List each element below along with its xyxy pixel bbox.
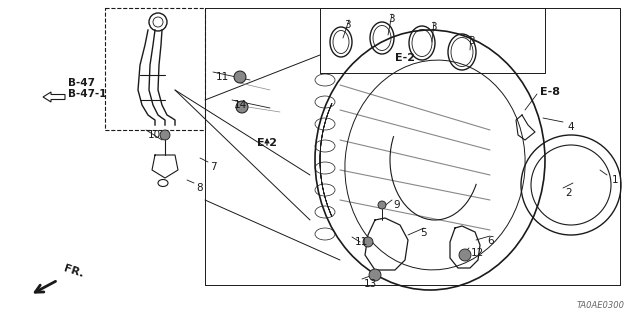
Text: 3: 3 [430,22,436,32]
Text: 3: 3 [388,14,395,24]
Text: 11: 11 [355,237,368,247]
Text: 3: 3 [468,36,475,46]
Text: 8: 8 [196,183,203,193]
Text: FR.: FR. [62,263,84,279]
Circle shape [234,71,246,83]
Text: 3: 3 [344,20,351,30]
Circle shape [160,130,170,140]
Text: B-47-1: B-47-1 [68,89,106,99]
Circle shape [363,237,373,247]
Text: 10: 10 [148,130,161,140]
Text: 6: 6 [487,236,493,246]
FancyArrow shape [43,92,65,102]
Text: 5: 5 [420,228,427,238]
Circle shape [378,201,386,209]
Text: 11: 11 [216,72,229,82]
Text: B-47: B-47 [68,78,95,88]
Text: 7: 7 [210,162,216,172]
Circle shape [459,249,471,261]
Text: E-8: E-8 [540,87,560,97]
Text: E-2: E-2 [395,53,415,63]
Text: E-2: E-2 [257,138,277,148]
Text: 14: 14 [234,100,247,110]
Circle shape [236,101,248,113]
Circle shape [369,269,381,281]
Text: 13: 13 [364,279,377,289]
Text: TA0AE0300: TA0AE0300 [577,301,625,310]
Text: 2: 2 [565,188,572,198]
Text: 12: 12 [471,248,484,258]
Text: 1: 1 [612,175,619,185]
Text: 4: 4 [567,122,573,132]
Text: 9: 9 [393,200,399,210]
